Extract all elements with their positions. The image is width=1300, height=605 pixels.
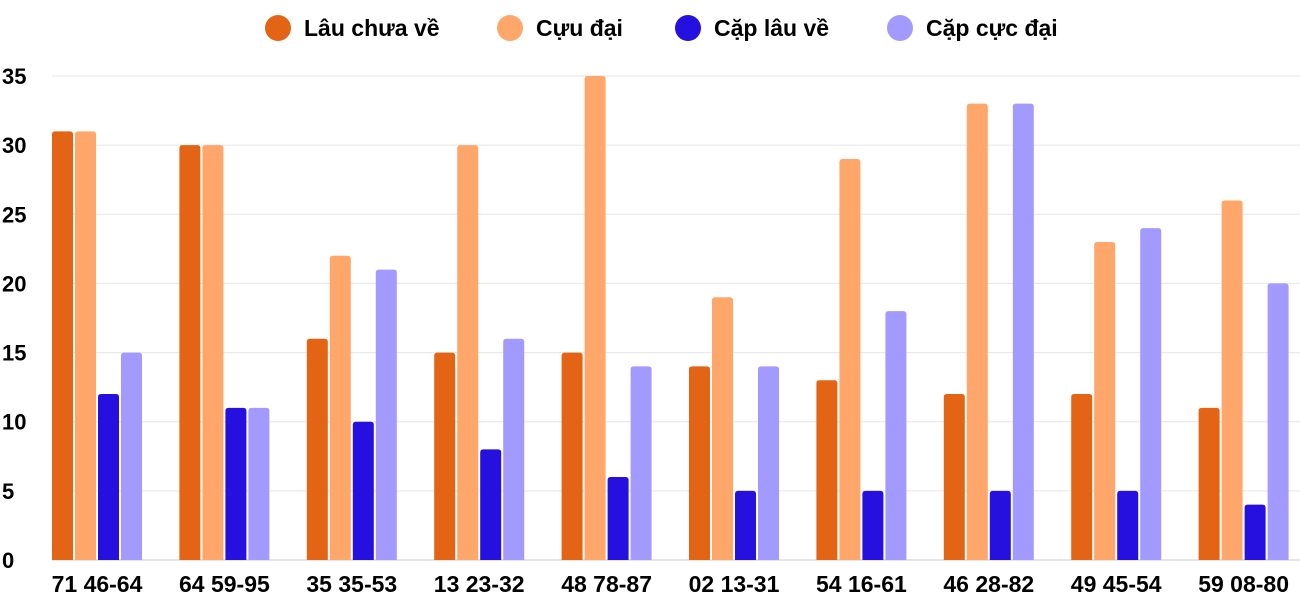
legend-marker xyxy=(265,15,291,41)
bar-cặp-lâu-về xyxy=(862,490,884,560)
legend-marker xyxy=(887,15,913,41)
x-tick-label: 64 59-95 xyxy=(179,571,270,597)
legend-label: Cựu đại xyxy=(536,15,623,41)
x-tick-label: 49 45-54 xyxy=(1071,571,1162,597)
bar-cựu-đại xyxy=(202,145,224,560)
y-axis-ticks: 0 5 10 15 20 25 30 35 xyxy=(2,64,26,573)
bar-lâu-chưa-về xyxy=(179,145,201,560)
bar-lâu-chưa-về xyxy=(1071,394,1093,560)
x-tick-label: 54 16-61 xyxy=(816,571,907,597)
bar-cặp-cực-đại xyxy=(758,366,779,560)
x-axis-ticks: 71 46-64 64 59-95 35 35-53 13 23-32 48 78-87… xyxy=(52,571,1289,597)
bar-cựu-đại xyxy=(584,76,606,560)
y-tick-label: 0 xyxy=(2,548,14,573)
bar-cặp-cực-đại xyxy=(375,269,397,560)
x-tick-label: 35 35-53 xyxy=(306,571,397,597)
bar-cặp-lâu-về xyxy=(225,407,247,560)
legend-marker xyxy=(497,15,523,41)
bar-cựu-đại xyxy=(839,158,861,560)
bar-cựu-đại xyxy=(712,297,733,560)
y-tick-label: 10 xyxy=(2,410,26,435)
x-tick-label: 71 46-64 xyxy=(52,571,143,597)
bar-lâu-chưa-về xyxy=(689,366,710,560)
legend-label: Cặp cực đại xyxy=(926,15,1058,41)
bar-lâu-chưa-về xyxy=(561,352,583,560)
bar-cặp-lâu-về xyxy=(480,449,502,560)
bar-lâu-chưa-về xyxy=(816,380,838,560)
bar-cựu-đại xyxy=(966,103,988,561)
bar-cựu-đại xyxy=(329,255,351,560)
x-tick-label: 13 23-32 xyxy=(434,571,525,597)
bar-cặp-cực-đại xyxy=(1267,283,1289,560)
bar-cựu-đại xyxy=(75,131,96,561)
bar-cặp-cực-đại xyxy=(630,366,652,560)
legend: Lâu chưa về Cựu đại Cặp lâu về Cặp cực đại xyxy=(265,15,1058,41)
bar-lâu-chưa-về xyxy=(52,131,73,561)
legend-marker xyxy=(675,15,701,41)
bar-cựu-đại xyxy=(457,145,479,560)
x-tick-label: 02 13-31 xyxy=(689,571,780,597)
bar-cặp-lâu-về xyxy=(989,490,1011,560)
bar-cặp-lâu-về xyxy=(607,477,629,560)
legend-label: Cặp lâu về xyxy=(714,15,829,41)
bar-cặp-cực-đại xyxy=(248,407,270,560)
bar-cặp-cực-đại xyxy=(503,338,525,560)
bar-cặp-lâu-về xyxy=(352,421,374,560)
bar-cặp-cực-đại xyxy=(885,311,907,560)
bar-lâu-chưa-về xyxy=(943,394,965,560)
y-tick-label: 35 xyxy=(2,64,26,89)
y-tick-label: 20 xyxy=(2,271,26,296)
y-tick-label: 15 xyxy=(2,341,26,366)
bar-cặp-cực-đại xyxy=(1012,103,1034,561)
y-tick-label: 5 xyxy=(2,479,14,504)
bar-cựu-đại xyxy=(1094,241,1116,560)
bars xyxy=(52,76,1289,561)
bar-cặp-lâu-về xyxy=(1244,504,1266,560)
x-tick-label: 48 78-87 xyxy=(561,571,652,597)
bar-cặp-cực-đại xyxy=(121,352,142,560)
y-tick-label: 30 xyxy=(2,133,26,158)
bar-lâu-chưa-về xyxy=(306,338,328,560)
bar-cặp-cực-đại xyxy=(1140,228,1162,560)
bar-lâu-chưa-về xyxy=(434,352,456,560)
bar-cặp-lâu-về xyxy=(1117,490,1139,560)
bar-cặp-lâu-về xyxy=(98,394,119,560)
legend-label: Lâu chưa về xyxy=(304,15,440,41)
x-tick-label: 46 28-82 xyxy=(943,571,1034,597)
y-tick-label: 25 xyxy=(2,202,26,227)
bar-cựu-đại xyxy=(1221,200,1243,560)
bar-cặp-lâu-về xyxy=(735,490,756,560)
bar-lâu-chưa-về xyxy=(1198,407,1220,560)
x-tick-label: 59 08-80 xyxy=(1198,571,1289,597)
